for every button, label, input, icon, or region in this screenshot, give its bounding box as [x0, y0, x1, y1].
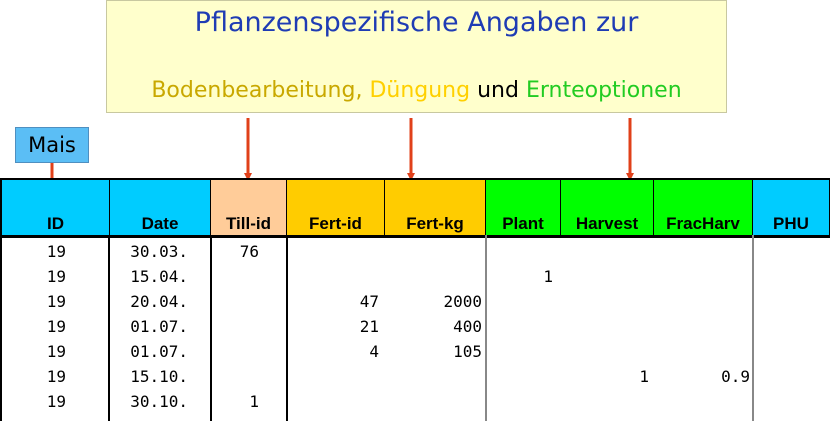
- table-cell: 2000: [443, 292, 482, 311]
- table-cell: 105: [453, 342, 482, 361]
- table-cell: 0.9: [721, 367, 750, 386]
- table-cell: 21: [359, 317, 379, 336]
- table-cell: 19: [46, 267, 66, 286]
- tillage-label: Bodenbearbeitung,: [151, 78, 363, 103]
- table-cell: 1: [639, 367, 649, 386]
- table-cell: 19: [46, 367, 66, 386]
- header-divider: [0, 235, 830, 238]
- column-divider: [210, 235, 212, 421]
- harvest-options-label: Ernteoptionen: [525, 78, 682, 103]
- table-row: 19 15.10. 1 0.9: [0, 364, 830, 389]
- header-fert-kg: Fert-kg: [385, 178, 486, 235]
- header-harvest: Harvest: [561, 178, 654, 235]
- mais-callout: Mais: [15, 127, 89, 163]
- table-cell: 30.03.: [130, 242, 188, 261]
- and-label: und: [477, 78, 519, 103]
- table-cell: 19: [46, 342, 66, 361]
- table-cell: 19: [46, 242, 66, 261]
- table-cell: 19: [46, 317, 66, 336]
- table-row: 19 15.04. 1: [0, 264, 830, 289]
- table-cell: 01.07.: [130, 317, 188, 336]
- banner-title: Pflanzenspezifische Angaben zur: [194, 7, 639, 38]
- header-id: ID: [0, 178, 110, 235]
- management-table: ID Date Till-id Fert-id Fert-kg Plant Ha…: [0, 178, 830, 421]
- table-cell: 20.04.: [130, 292, 188, 311]
- column-divider: [0, 235, 2, 421]
- table-cell: 01.07.: [130, 342, 188, 361]
- table-cell: 15.10.: [130, 367, 188, 386]
- table-row: 19 20.04. 47 2000: [0, 289, 830, 314]
- table-cell: 4: [369, 342, 379, 361]
- table-cell: 1: [249, 392, 259, 411]
- table-cell: 19: [46, 392, 66, 411]
- column-divider: [286, 235, 288, 421]
- table-row: 19 01.07. 21 400: [0, 314, 830, 339]
- table-cell: 76: [239, 242, 259, 261]
- table-row: 19 30.03. 76: [0, 239, 830, 264]
- table-cell: 1: [543, 267, 553, 286]
- column-divider: [108, 235, 110, 421]
- header-date: Date: [110, 178, 211, 235]
- header-phu: PHU: [753, 178, 830, 235]
- fertilization-label: Düngung: [369, 78, 471, 103]
- table-cell: 47: [359, 292, 379, 311]
- table-row: 19 30.10. 1: [0, 389, 830, 414]
- table-cell: 19: [46, 292, 66, 311]
- table-cell: 30.10.: [130, 392, 188, 411]
- title-banner: Pflanzenspezifische Angaben zur Bodenbea…: [106, 0, 727, 113]
- header-till-id: Till-id: [211, 178, 287, 235]
- banner-subtitle: Bodenbearbeitung, Düngung und Ernteoptio…: [107, 78, 726, 103]
- column-divider: [752, 235, 754, 421]
- table-cell: 15.04.: [130, 267, 188, 286]
- header-plant: Plant: [486, 178, 561, 235]
- column-divider: [485, 235, 487, 421]
- table-cell: 400: [453, 317, 482, 336]
- table-row: 19 01.07. 4 105: [0, 339, 830, 364]
- header-fracharv: FracHarv: [654, 178, 753, 235]
- header-fert-id: Fert-id: [287, 178, 385, 235]
